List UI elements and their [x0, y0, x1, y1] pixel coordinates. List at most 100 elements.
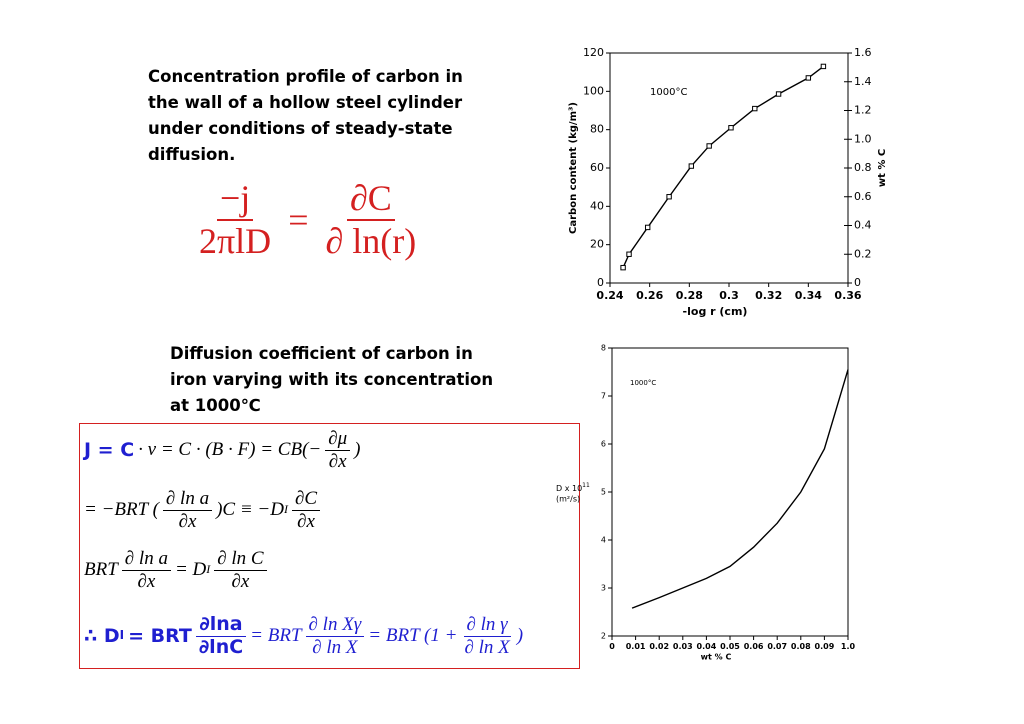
term: )	[516, 625, 524, 647]
data-point	[752, 105, 758, 112]
x-axis-label: -log r (cm)	[683, 305, 748, 318]
data-point	[775, 91, 782, 97]
y-tick-label: 7	[601, 392, 606, 401]
numerator: ∂C	[346, 178, 395, 222]
denominator: ∂x	[231, 570, 250, 592]
data-point	[820, 63, 827, 70]
y-axis-label-sup: 11	[582, 482, 590, 489]
y2-tick-label: 1.2	[854, 104, 872, 117]
fraction: ∂C ∂ ln(r)	[323, 178, 420, 263]
derivation-box: J = C · v = C · (B · F) = CB(− ∂μ ∂x ) = …	[79, 423, 580, 669]
caption-line: Concentration profile of carbon in	[148, 67, 463, 86]
equation-line: ∴ D I = BRT ∂lna ∂lnC = BRT ∂ ln Xγ ∂ ln X…	[84, 613, 524, 659]
x-tick-label: 0.02	[649, 642, 669, 651]
x-tick-label: 0.08	[791, 642, 811, 651]
x-tick-label: 0.3	[719, 289, 739, 302]
superscript: I	[206, 562, 211, 576]
superscript: I	[283, 502, 288, 516]
term: = BRT (1 +	[368, 625, 458, 647]
denominator: ∂x	[328, 450, 347, 472]
denominator: ∂ ln(r)	[325, 221, 417, 262]
denominator: ∂x	[178, 510, 197, 532]
term: )	[354, 439, 361, 461]
data-point	[805, 75, 812, 81]
x-tick-label: 0.05	[720, 642, 740, 651]
superscript: I	[119, 628, 125, 642]
y-tick-label: 2	[601, 632, 606, 641]
y-tick-label: 120	[583, 46, 604, 59]
y-tick-label: 40	[590, 199, 604, 212]
y-tick-label: 20	[590, 238, 604, 251]
y-tick-label: 5	[601, 488, 606, 497]
x-tick-label: 0.07	[767, 642, 787, 651]
data-point	[728, 125, 734, 131]
term: = D	[174, 559, 207, 581]
caption-line: Diffusion coefficient of carbon in	[170, 344, 473, 363]
y2-axis-label: wt % C	[877, 149, 888, 187]
y-tick-label: 100	[583, 84, 604, 97]
equation-line: = −BRT ( ∂ ln a ∂x )C ≡ −D I ∂C ∂x	[84, 488, 324, 533]
caption-line: the wall of a hollow steel cylinder	[148, 93, 463, 112]
y-tick-label: 3	[601, 584, 606, 593]
equation-line: J = C · v = C · (B · F) = CB(− ∂μ ∂x )	[84, 428, 360, 473]
fraction: ∂ ln γ ∂ ln X	[461, 614, 512, 659]
data-point	[706, 143, 712, 149]
x-tick-label: 0.36	[834, 289, 861, 302]
term: BRT	[84, 559, 118, 581]
data-line	[631, 369, 849, 609]
denominator: ∂x	[137, 570, 156, 592]
x-tick-label: 0.34	[795, 289, 822, 302]
y-axis-label: Carbon content (kg/m³)	[568, 102, 579, 234]
x-tick-label: 0.28	[676, 289, 703, 302]
term: = −BRT (	[84, 499, 159, 521]
numerator: ∂ ln a	[162, 488, 213, 511]
numerator: ∂ ln Xγ	[305, 614, 365, 637]
numerator: ∂lna	[196, 613, 246, 637]
y-tick-label: 60	[590, 161, 604, 174]
term: = BRT	[128, 625, 192, 648]
y-axis-label-unit: (m²/s)	[556, 495, 580, 504]
denominator: ∂lnC	[198, 635, 244, 658]
y-tick-label: 8	[601, 344, 606, 353]
x-tick-label: 0	[609, 642, 615, 651]
caption: Diffusion coefficient of carbon in iron …	[170, 341, 493, 419]
y2-tick-label: 0.6	[854, 190, 872, 203]
x-tick-label: 0.03	[673, 642, 693, 651]
x-tick-label: 0.32	[755, 289, 782, 302]
y-axis-label: D x 1011	[556, 482, 590, 493]
fraction: ∂ ln a ∂x	[162, 488, 213, 533]
data-point	[644, 224, 651, 231]
fraction: −j 2πlD	[196, 178, 274, 263]
annotation: 1000°C	[650, 87, 687, 98]
plot-frame	[611, 347, 849, 637]
caption-line: at 1000℃	[170, 396, 261, 415]
denominator: ∂x	[297, 510, 315, 532]
y-axis-label-text: D x 10	[556, 484, 582, 493]
numerator: ∂ ln C	[214, 548, 267, 571]
y2-tick-label: 1.0	[854, 132, 872, 145]
plot-frame	[609, 52, 849, 284]
y2-tick-label: 0.4	[854, 219, 872, 232]
denominator: ∂ ln X	[312, 636, 358, 658]
y-tick-label: 80	[590, 123, 604, 136]
term: )C ≡ −D	[216, 499, 284, 521]
numerator: ∂ ln a	[121, 548, 171, 571]
numerator: ∂μ	[325, 428, 351, 451]
caption-line: iron varying with its concentration	[170, 370, 494, 389]
fraction: ∂C ∂x	[291, 488, 321, 533]
numerator: ∂ ln γ	[463, 614, 511, 637]
data-point	[688, 163, 695, 169]
caption-line: under conditions of steady-state	[148, 119, 453, 138]
caption-line: diffusion.	[148, 145, 236, 164]
denominator: 2πlD	[199, 221, 272, 262]
y-tick-label: 4	[601, 536, 606, 545]
data-point	[666, 194, 672, 200]
y2-tick-label: 0.2	[854, 247, 872, 260]
x-tick-label: 0.01	[626, 642, 646, 651]
equals: =	[288, 200, 309, 241]
annotation: 1000°C	[630, 379, 656, 387]
fraction: ∂μ ∂x	[325, 428, 351, 473]
denominator: ∂ ln X	[464, 636, 510, 658]
